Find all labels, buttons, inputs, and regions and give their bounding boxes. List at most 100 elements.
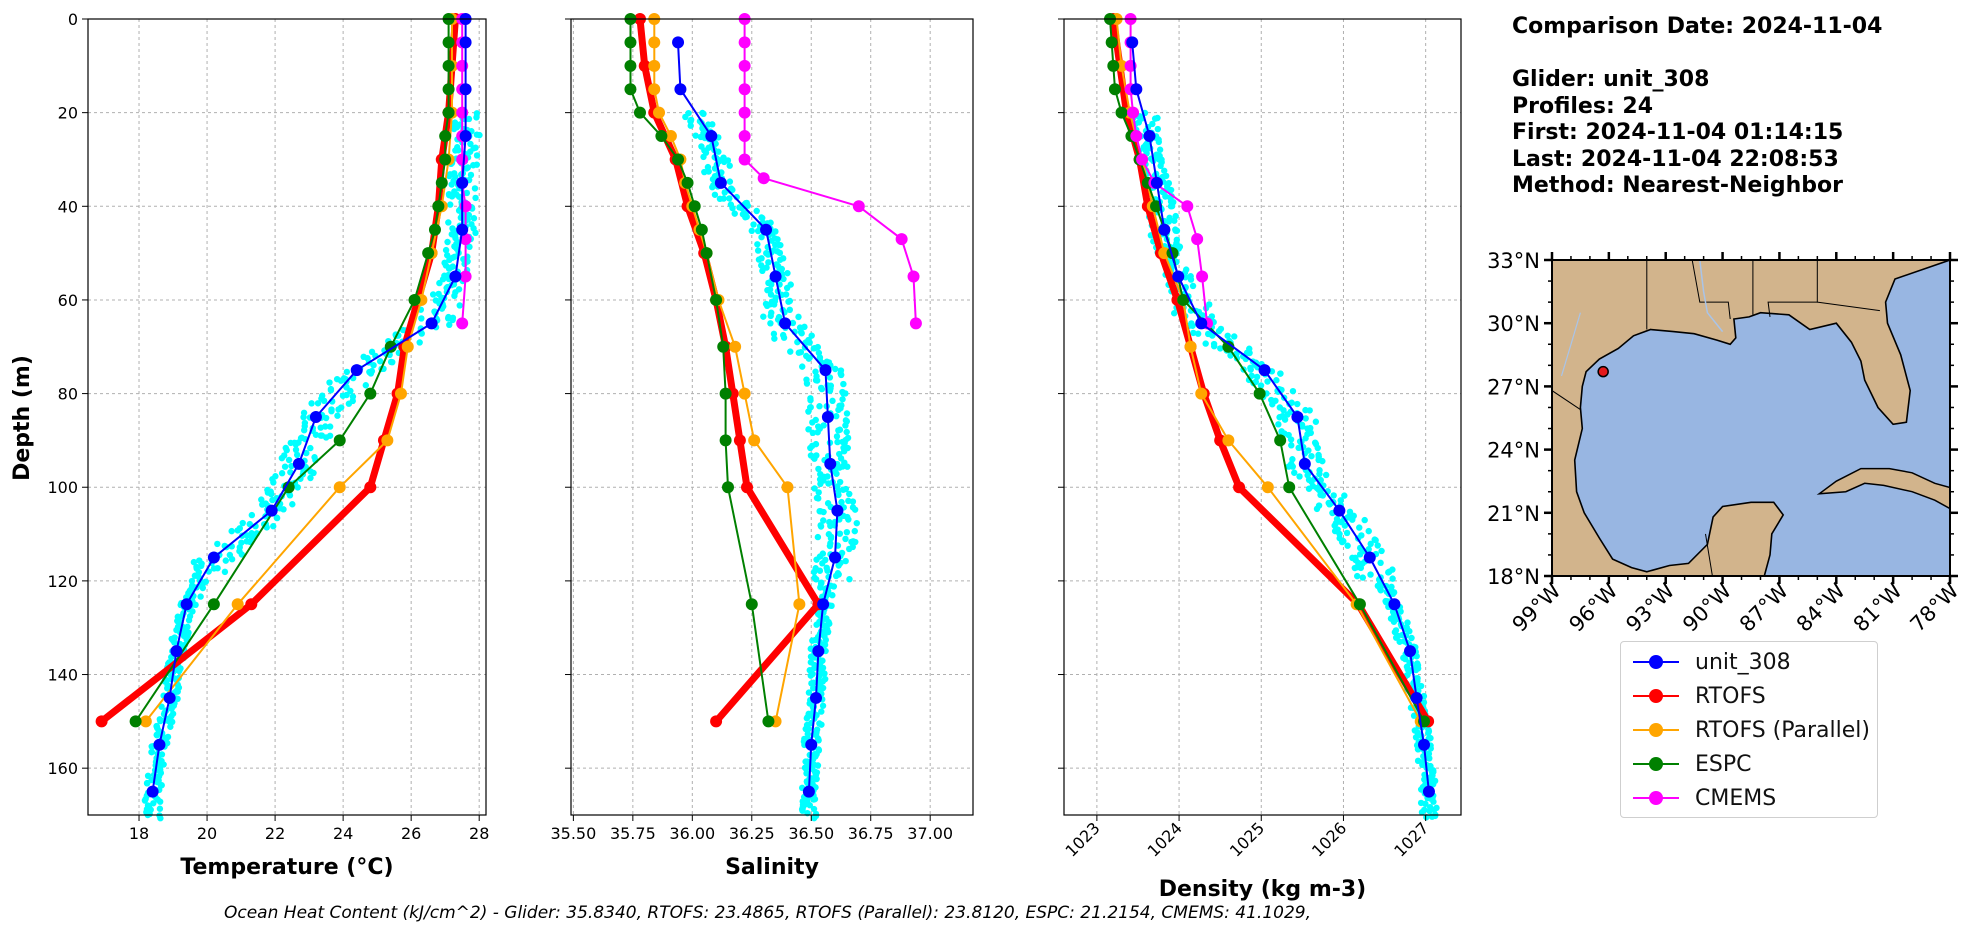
x-tick-label: 1027 bbox=[1390, 818, 1432, 860]
series-unit-308 bbox=[1126, 36, 1435, 798]
raw-point bbox=[228, 556, 236, 563]
raw-point bbox=[805, 355, 813, 362]
data-point bbox=[1363, 551, 1376, 564]
raw-point bbox=[764, 251, 772, 258]
raw-point bbox=[281, 463, 289, 470]
raw-point bbox=[853, 519, 860, 527]
data-point bbox=[781, 481, 794, 494]
data-point bbox=[769, 270, 782, 283]
raw-point bbox=[258, 496, 265, 503]
data-point bbox=[738, 387, 751, 400]
raw-point bbox=[197, 593, 204, 600]
raw-point bbox=[264, 486, 271, 494]
data-point bbox=[459, 233, 472, 246]
raw-point bbox=[823, 564, 830, 572]
raw-point bbox=[744, 202, 752, 209]
axes-frame bbox=[1063, 18, 1462, 816]
data-point bbox=[1274, 434, 1287, 447]
raw-point bbox=[840, 486, 847, 493]
data-point bbox=[714, 176, 727, 189]
raw-point bbox=[1425, 728, 1433, 735]
raw-point bbox=[1316, 470, 1323, 478]
raw-point bbox=[789, 319, 797, 327]
x-tick-label: 35.50 bbox=[550, 824, 596, 843]
raw-point bbox=[818, 708, 825, 715]
data-point bbox=[1298, 457, 1311, 470]
raw-point bbox=[1257, 382, 1265, 389]
panel-2: 35.50 35.75 36.00 36.25 36.50 36.75 37.00 Salin… bbox=[550, 13, 974, 880]
raw-point bbox=[446, 321, 453, 329]
data-point bbox=[812, 645, 825, 658]
raw-point bbox=[270, 523, 277, 530]
raw-point bbox=[452, 244, 459, 251]
data-point bbox=[653, 106, 666, 119]
raw-point bbox=[1167, 203, 1175, 210]
raw-point bbox=[446, 172, 453, 180]
raw-point bbox=[1326, 501, 1333, 508]
raw-point bbox=[1414, 757, 1422, 765]
raw-point bbox=[1396, 638, 1403, 645]
data-point bbox=[459, 83, 472, 96]
data-point bbox=[719, 434, 732, 447]
raw-point bbox=[301, 419, 309, 427]
raw-point bbox=[813, 769, 821, 776]
raw-point bbox=[852, 538, 859, 546]
raw-point bbox=[836, 426, 844, 433]
raw-point bbox=[174, 688, 181, 695]
raw-point bbox=[805, 408, 812, 415]
raw-point bbox=[1273, 377, 1280, 384]
data-point bbox=[1184, 340, 1197, 353]
raw-point bbox=[1404, 619, 1411, 626]
data-point bbox=[779, 317, 792, 330]
raw-point bbox=[700, 110, 707, 118]
data-point bbox=[1150, 176, 1163, 189]
ohc-footer-text: Ocean Heat Content (kJ/cm^2) - Glider: 3… bbox=[224, 903, 1311, 923]
raw-point bbox=[836, 530, 844, 537]
raw-point bbox=[810, 805, 818, 813]
raw-point bbox=[451, 188, 458, 195]
data-point bbox=[170, 645, 183, 658]
raw-point bbox=[442, 246, 450, 254]
raw-point bbox=[192, 601, 199, 609]
x-tick-label: 35.75 bbox=[610, 824, 656, 843]
raw-point bbox=[819, 702, 827, 709]
data-point bbox=[1115, 59, 1128, 72]
data-point bbox=[1418, 738, 1431, 751]
data-point bbox=[1108, 83, 1121, 96]
raw-point bbox=[840, 380, 847, 388]
raw-point bbox=[826, 620, 833, 627]
raw-point bbox=[834, 438, 841, 446]
raw-point bbox=[1210, 343, 1218, 350]
raw-point bbox=[164, 685, 171, 692]
raw-point bbox=[692, 132, 699, 139]
raw-point bbox=[463, 165, 470, 172]
raw-point bbox=[758, 262, 765, 269]
raw-point bbox=[1402, 655, 1409, 663]
raw-point bbox=[1157, 162, 1164, 170]
raw-point bbox=[1412, 734, 1420, 741]
x-axis-label: Temperature (°C) bbox=[180, 855, 393, 880]
x-axis-label: Salinity bbox=[725, 855, 819, 880]
legend-item-espc: ESPC bbox=[1631, 749, 1752, 779]
raw-point bbox=[360, 353, 367, 361]
raw-point bbox=[810, 568, 818, 576]
raw-point bbox=[270, 479, 277, 486]
data-point bbox=[442, 106, 455, 119]
raw-point bbox=[1171, 217, 1178, 224]
raw-point bbox=[450, 125, 458, 133]
raw-point bbox=[771, 335, 778, 342]
y-tick-label: 60 bbox=[58, 291, 78, 310]
raw-point bbox=[1151, 115, 1159, 122]
raw-point bbox=[269, 496, 276, 504]
y-tick-label: 120 bbox=[47, 572, 78, 591]
raw-point bbox=[780, 334, 788, 341]
raw-point bbox=[293, 451, 301, 459]
x-tick-label: 1026 bbox=[1308, 818, 1350, 860]
data-point bbox=[207, 551, 220, 564]
raw-point bbox=[1305, 476, 1313, 484]
raw-point bbox=[1308, 452, 1315, 460]
raw-point bbox=[1423, 814, 1430, 821]
raw-point bbox=[818, 721, 825, 728]
axes-frame bbox=[570, 18, 974, 816]
glider-location-marker bbox=[1597, 365, 1609, 378]
